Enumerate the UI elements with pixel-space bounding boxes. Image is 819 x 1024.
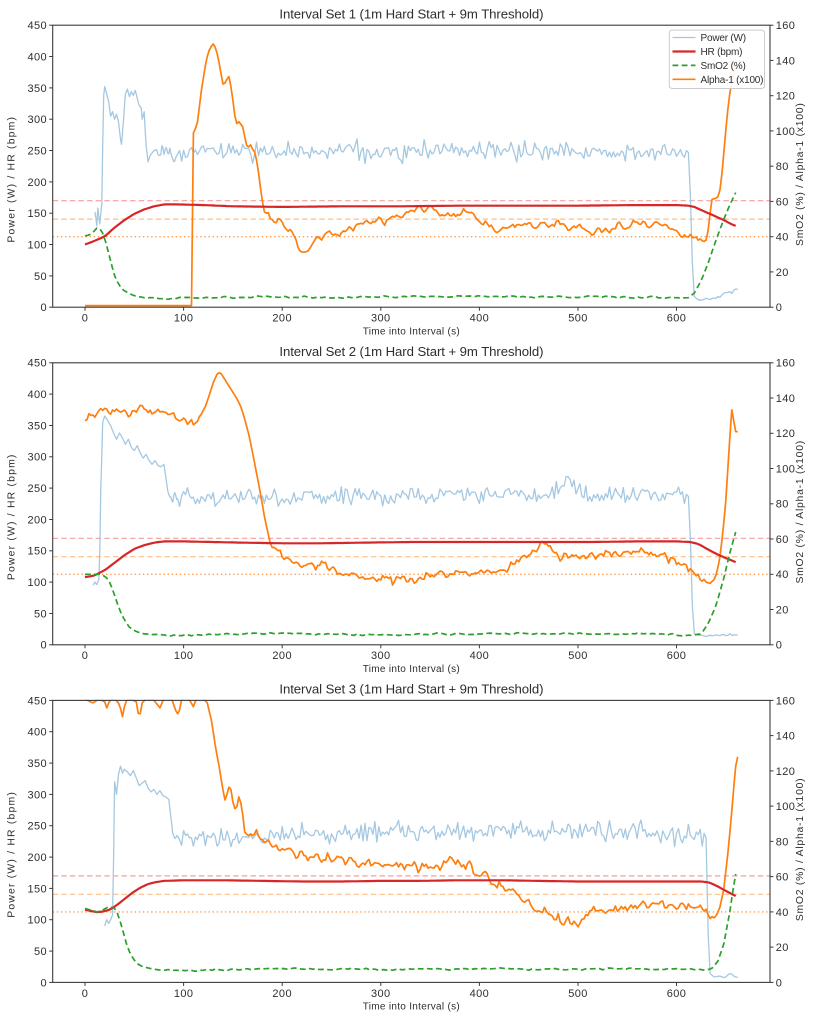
svg-text:Alpha-1 (x100): Alpha-1 (x100) — [701, 75, 764, 86]
svg-text:20: 20 — [776, 267, 789, 279]
svg-text:100: 100 — [174, 313, 194, 325]
svg-text:Time into Interval (s): Time into Interval (s) — [363, 327, 460, 338]
svg-text:50: 50 — [34, 946, 47, 958]
svg-text:600: 600 — [667, 650, 687, 662]
svg-text:0: 0 — [82, 650, 89, 662]
svg-text:140: 140 — [776, 55, 796, 67]
svg-text:Interval Set 3 (1m Hard Start: Interval Set 3 (1m Hard Start + 9m Thres… — [279, 682, 543, 697]
svg-text:0: 0 — [776, 640, 783, 652]
svg-text:140: 140 — [776, 731, 796, 743]
svg-text:450: 450 — [27, 20, 47, 32]
svg-text:Time into Interval (s): Time into Interval (s) — [363, 1002, 460, 1013]
svg-text:200: 200 — [272, 313, 292, 325]
svg-text:400: 400 — [470, 313, 490, 325]
svg-text:600: 600 — [667, 988, 687, 1000]
svg-text:300: 300 — [371, 988, 391, 1000]
svg-text:20: 20 — [776, 604, 789, 616]
svg-text:100: 100 — [776, 801, 796, 813]
svg-text:350: 350 — [27, 420, 47, 432]
svg-text:150: 150 — [27, 883, 47, 895]
svg-text:Interval Set 2 (1m Hard Start: Interval Set 2 (1m Hard Start + 9m Thres… — [279, 344, 543, 359]
svg-text:Interval Set 1 (1m Hard Start: Interval Set 1 (1m Hard Start + 9m Thres… — [279, 6, 543, 21]
svg-text:300: 300 — [27, 452, 47, 464]
svg-text:SmO2 (%) / Alpha-1 (x100): SmO2 (%) / Alpha-1 (x100) — [795, 440, 806, 583]
svg-text:400: 400 — [470, 650, 490, 662]
svg-text:400: 400 — [27, 727, 47, 739]
svg-text:120: 120 — [776, 91, 796, 103]
svg-text:0: 0 — [40, 302, 47, 314]
svg-text:80: 80 — [776, 836, 789, 848]
svg-text:Power (W): Power (W) — [701, 33, 746, 44]
svg-text:500: 500 — [568, 650, 588, 662]
svg-text:350: 350 — [27, 83, 47, 95]
svg-text:60: 60 — [776, 872, 789, 884]
svg-text:20: 20 — [776, 942, 789, 954]
svg-text:0: 0 — [82, 313, 89, 325]
svg-text:80: 80 — [776, 161, 789, 173]
svg-text:160: 160 — [776, 20, 796, 32]
svg-text:50: 50 — [34, 608, 47, 620]
svg-text:Time into Interval (s): Time into Interval (s) — [363, 664, 460, 675]
svg-text:300: 300 — [371, 650, 391, 662]
svg-text:450: 450 — [27, 358, 47, 370]
svg-text:40: 40 — [776, 569, 789, 581]
svg-text:SmO2 (%) / Alpha-1 (x100): SmO2 (%) / Alpha-1 (x100) — [795, 102, 806, 245]
svg-text:120: 120 — [776, 766, 796, 778]
svg-text:400: 400 — [470, 988, 490, 1000]
svg-text:350: 350 — [27, 758, 47, 770]
svg-text:200: 200 — [27, 514, 47, 526]
svg-text:500: 500 — [568, 313, 588, 325]
svg-text:100: 100 — [27, 577, 47, 589]
svg-text:SmO2 (%) / Alpha-1 (x100): SmO2 (%) / Alpha-1 (x100) — [795, 778, 806, 921]
svg-text:160: 160 — [776, 358, 796, 370]
svg-text:0: 0 — [82, 988, 89, 1000]
svg-text:300: 300 — [371, 313, 391, 325]
svg-text:200: 200 — [27, 177, 47, 189]
svg-text:Power (W) / HR (bpm): Power (W) / HR (bpm) — [7, 453, 18, 580]
svg-text:100: 100 — [776, 463, 796, 475]
svg-text:400: 400 — [27, 51, 47, 63]
svg-text:60: 60 — [776, 534, 789, 546]
svg-text:Power (W) / HR (bpm): Power (W) / HR (bpm) — [7, 116, 18, 243]
svg-text:40: 40 — [776, 907, 789, 919]
svg-text:500: 500 — [568, 988, 588, 1000]
svg-text:50: 50 — [34, 271, 47, 283]
svg-text:120: 120 — [776, 428, 796, 440]
svg-text:300: 300 — [27, 789, 47, 801]
svg-text:0: 0 — [776, 977, 783, 989]
svg-text:100: 100 — [776, 126, 796, 138]
svg-text:40: 40 — [776, 232, 789, 244]
svg-text:600: 600 — [667, 313, 687, 325]
svg-text:400: 400 — [27, 389, 47, 401]
svg-text:250: 250 — [27, 821, 47, 833]
svg-text:200: 200 — [27, 852, 47, 864]
svg-text:100: 100 — [27, 239, 47, 251]
svg-text:Power (W) / HR (bpm): Power (W) / HR (bpm) — [7, 791, 18, 918]
svg-text:450: 450 — [27, 695, 47, 707]
svg-text:0: 0 — [40, 977, 47, 989]
svg-text:200: 200 — [272, 988, 292, 1000]
svg-text:200: 200 — [272, 650, 292, 662]
svg-text:100: 100 — [174, 988, 194, 1000]
svg-text:250: 250 — [27, 483, 47, 495]
svg-text:250: 250 — [27, 145, 47, 157]
svg-text:100: 100 — [27, 915, 47, 927]
svg-text:140: 140 — [776, 393, 796, 405]
svg-text:160: 160 — [776, 695, 796, 707]
svg-text:0: 0 — [40, 640, 47, 652]
svg-text:150: 150 — [27, 208, 47, 220]
svg-text:60: 60 — [776, 196, 789, 208]
svg-text:SmO2 (%): SmO2 (%) — [701, 61, 746, 72]
svg-text:150: 150 — [27, 546, 47, 558]
svg-text:300: 300 — [27, 114, 47, 126]
svg-text:0: 0 — [776, 302, 783, 314]
svg-text:80: 80 — [776, 499, 789, 511]
svg-text:HR (bpm): HR (bpm) — [701, 47, 743, 58]
svg-text:100: 100 — [174, 650, 194, 662]
